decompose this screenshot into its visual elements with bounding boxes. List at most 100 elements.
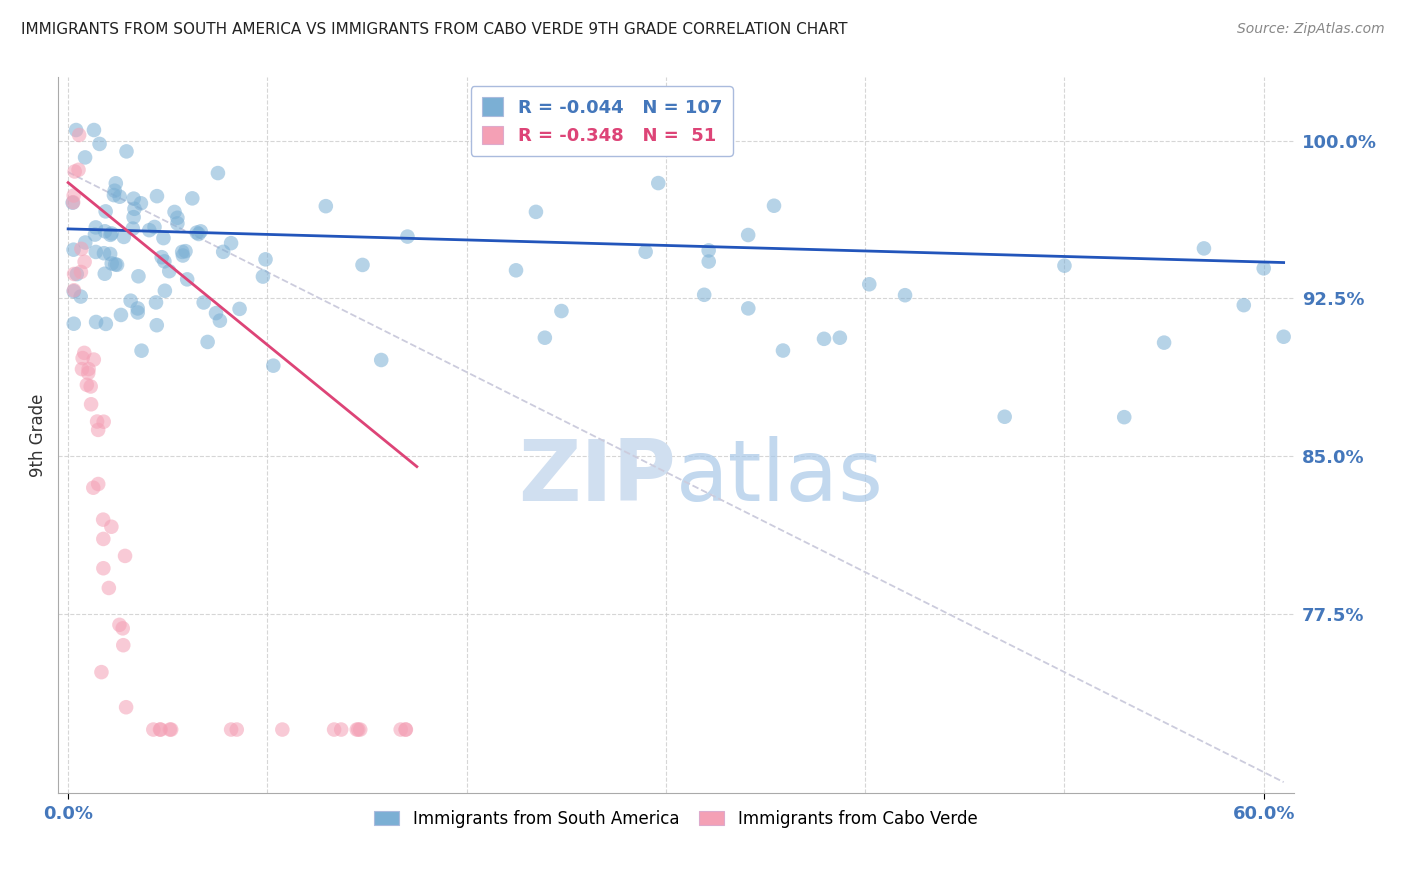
Point bbox=[93, 246, 115, 260]
Point bbox=[349, 723, 371, 737]
Point bbox=[1272, 330, 1295, 344]
Point bbox=[152, 231, 174, 245]
Point bbox=[62, 195, 84, 210]
Point bbox=[143, 219, 166, 234]
Point bbox=[550, 304, 572, 318]
Point bbox=[150, 250, 173, 264]
Point bbox=[84, 315, 107, 329]
Point bbox=[737, 227, 759, 242]
Point bbox=[75, 150, 97, 164]
Point bbox=[77, 366, 100, 380]
Point bbox=[108, 190, 131, 204]
Point bbox=[65, 123, 87, 137]
Point bbox=[127, 269, 149, 284]
Point bbox=[91, 532, 114, 546]
Point bbox=[70, 265, 93, 279]
Point bbox=[205, 306, 228, 320]
Point bbox=[98, 247, 121, 261]
Point bbox=[111, 621, 134, 635]
Point bbox=[254, 252, 277, 267]
Point bbox=[115, 700, 138, 714]
Point bbox=[737, 301, 759, 316]
Point bbox=[114, 549, 136, 563]
Point bbox=[763, 199, 786, 213]
Point bbox=[693, 287, 716, 301]
Point bbox=[62, 243, 84, 257]
Point bbox=[104, 184, 127, 198]
Point bbox=[83, 352, 105, 367]
Point bbox=[63, 267, 86, 281]
Point bbox=[228, 301, 250, 316]
Point bbox=[105, 258, 128, 272]
Point bbox=[697, 244, 720, 258]
Point bbox=[149, 723, 172, 737]
Point bbox=[90, 665, 112, 680]
Point bbox=[84, 227, 107, 242]
Point bbox=[315, 199, 337, 213]
Point bbox=[115, 145, 138, 159]
Point bbox=[271, 723, 294, 737]
Text: IMMIGRANTS FROM SOUTH AMERICA VS IMMIGRANTS FROM CABO VERDE 9TH GRADE CORRELATIO: IMMIGRANTS FROM SOUTH AMERICA VS IMMIGRA… bbox=[21, 22, 848, 37]
Point bbox=[100, 227, 122, 242]
Point bbox=[112, 230, 135, 244]
Point bbox=[153, 284, 176, 298]
Point bbox=[70, 242, 93, 256]
Point bbox=[207, 166, 229, 180]
Point bbox=[112, 638, 135, 652]
Point bbox=[159, 723, 181, 737]
Point bbox=[197, 334, 219, 349]
Point bbox=[100, 520, 122, 534]
Point bbox=[84, 244, 107, 259]
Point bbox=[108, 617, 131, 632]
Point bbox=[87, 477, 110, 491]
Point bbox=[505, 263, 527, 277]
Point bbox=[124, 202, 146, 216]
Point bbox=[94, 317, 117, 331]
Point bbox=[212, 244, 235, 259]
Point bbox=[80, 379, 103, 393]
Point bbox=[153, 254, 176, 268]
Text: Source: ZipAtlas.com: Source: ZipAtlas.com bbox=[1237, 22, 1385, 37]
Point bbox=[62, 188, 84, 202]
Text: ZIP: ZIP bbox=[519, 436, 676, 519]
Point bbox=[370, 353, 392, 368]
Point bbox=[100, 227, 122, 241]
Point bbox=[146, 189, 169, 203]
Point bbox=[63, 164, 86, 178]
Point bbox=[62, 285, 84, 299]
Point bbox=[772, 343, 794, 358]
Point bbox=[160, 723, 183, 737]
Point bbox=[1053, 259, 1076, 273]
Point bbox=[70, 362, 93, 376]
Point bbox=[394, 723, 416, 737]
Point bbox=[63, 283, 86, 297]
Point bbox=[346, 723, 368, 737]
Point bbox=[94, 204, 117, 219]
Point bbox=[93, 415, 115, 429]
Point bbox=[142, 723, 165, 737]
Point bbox=[647, 176, 669, 190]
Point bbox=[330, 723, 353, 737]
Point bbox=[89, 136, 111, 151]
Point bbox=[187, 227, 209, 241]
Point bbox=[75, 235, 97, 250]
Point bbox=[193, 295, 215, 310]
Point bbox=[858, 277, 880, 292]
Point bbox=[166, 216, 188, 230]
Point bbox=[67, 128, 90, 142]
Point bbox=[1233, 298, 1256, 312]
Point bbox=[72, 351, 94, 365]
Point bbox=[994, 409, 1017, 424]
Point bbox=[121, 221, 143, 235]
Point bbox=[62, 195, 84, 210]
Point bbox=[697, 254, 720, 268]
Legend: Immigrants from South America, Immigrants from Cabo Verde: Immigrants from South America, Immigrant… bbox=[368, 803, 984, 834]
Point bbox=[80, 397, 103, 411]
Point bbox=[1331, 217, 1354, 231]
Point bbox=[225, 723, 247, 737]
Point bbox=[176, 272, 198, 286]
Point bbox=[190, 224, 212, 238]
Text: atlas: atlas bbox=[676, 436, 884, 519]
Point bbox=[219, 723, 242, 737]
Point bbox=[1192, 241, 1215, 255]
